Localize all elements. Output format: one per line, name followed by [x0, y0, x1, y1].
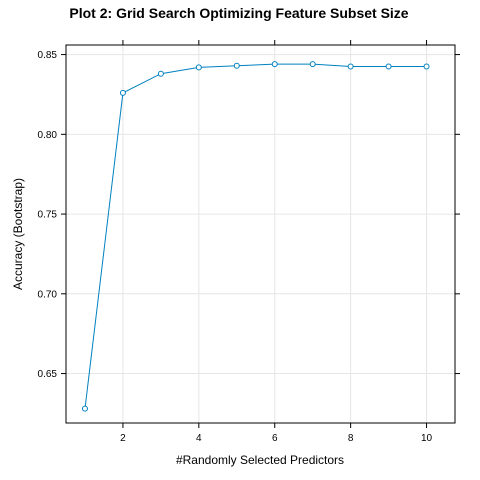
data-point	[119, 89, 126, 96]
data-points	[81, 61, 430, 412]
axis-ticks	[61, 40, 460, 428]
data-point	[81, 405, 88, 412]
x-tick-label: 4	[196, 433, 202, 444]
series-line	[84, 63, 427, 409]
tick-labels: 2 4 6 8 10 0.65 0.70 0.75 0.80 0.85	[38, 50, 433, 444]
gridlines	[66, 45, 455, 423]
y-tick-label: 0.70	[38, 289, 58, 300]
x-axis-label: #Randomly Selected Predictors	[176, 453, 344, 467]
y-tick-label: 0.75	[38, 210, 58, 221]
data-point	[233, 62, 240, 69]
data-point	[309, 61, 316, 68]
x-tick-label: 8	[348, 433, 354, 444]
x-tick-label: 2	[120, 433, 126, 444]
y-axis-label: Accuracy (Bootstrap)	[11, 178, 25, 290]
y-tick-label: 0.65	[38, 369, 58, 380]
data-point	[385, 63, 392, 70]
data-point	[195, 64, 202, 71]
x-tick-label: 10	[421, 433, 433, 444]
data-point	[347, 63, 354, 70]
data-point	[423, 63, 430, 70]
data-point	[271, 61, 278, 68]
data-point	[157, 70, 164, 77]
y-tick-label: 0.85	[38, 50, 58, 61]
y-tick-label: 0.80	[38, 130, 58, 141]
chart-title: Plot 2: Grid Search Optimizing Feature S…	[69, 5, 408, 21]
plot-frame	[65, 44, 456, 424]
x-tick-label: 6	[272, 433, 278, 444]
